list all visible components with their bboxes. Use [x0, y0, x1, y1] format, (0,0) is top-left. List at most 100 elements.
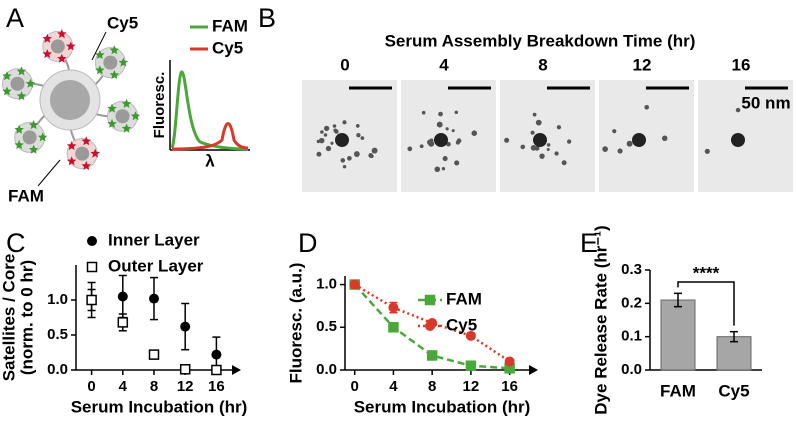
x-axis-label: Serum Incubation (hr)	[354, 397, 531, 416]
tem-core	[731, 133, 745, 147]
legend-text: FAM	[446, 289, 482, 308]
tem-satellite	[360, 136, 365, 140]
significance-label: ****	[693, 263, 720, 282]
spectrum-cy5	[171, 122, 249, 151]
dye-star	[25, 78, 36, 88]
tem-satellite	[471, 130, 478, 136]
y-axis-label: Satellites / Core	[0, 254, 18, 382]
marker	[211, 349, 222, 360]
tem-satellite	[342, 164, 347, 169]
tem-satellite	[546, 148, 550, 152]
spectrum-ylabel: Fluoresc.	[151, 72, 168, 139]
tem-satellite	[617, 148, 623, 154]
tem-satellite	[561, 160, 567, 166]
dye-star	[121, 98, 132, 108]
time-label: 12	[633, 55, 652, 74]
dye-star	[57, 53, 67, 63]
x-axis-arrow	[529, 365, 538, 375]
tem-satellite	[546, 143, 551, 147]
satellite-core	[10, 76, 25, 91]
y-tick-label: 0.3	[621, 261, 642, 278]
tem-satellite	[445, 127, 449, 131]
legend-text: Cy5	[212, 38, 243, 57]
tem-satellite	[353, 151, 360, 157]
tem-image	[500, 80, 595, 192]
legend-text: Outer Layer	[108, 256, 204, 275]
tem-image	[401, 80, 496, 192]
dye-star	[14, 124, 24, 134]
y-tick-label: 0.1	[621, 328, 642, 345]
legend-marker	[425, 321, 435, 331]
tem-satellite	[429, 138, 434, 143]
dye-star	[2, 86, 12, 96]
tem-satellite	[454, 110, 459, 115]
x-tick-label: 12	[177, 378, 194, 395]
legend-marker	[86, 261, 98, 273]
tem-satellite	[371, 147, 378, 154]
tem-satellite	[454, 160, 460, 166]
dye-star	[28, 120, 39, 130]
tem-satellite	[421, 110, 426, 115]
y-tick-label: 0.2	[621, 294, 642, 311]
tem-satellite	[566, 139, 572, 144]
core	[50, 80, 90, 120]
tem-satellite	[355, 124, 360, 128]
x-tick-label: Cy5	[718, 381, 749, 400]
tem-core	[533, 133, 547, 147]
marker	[388, 322, 399, 333]
tem-satellite	[456, 138, 462, 144]
dye-star	[109, 70, 120, 79]
tem-satellite	[704, 148, 710, 154]
x-tick-label: 0	[87, 378, 95, 395]
tem-satellite	[369, 154, 374, 159]
tem-satellite	[554, 151, 559, 156]
legend-text: Inner Layer	[108, 230, 200, 249]
tem-satellite	[318, 137, 325, 144]
tem-satellite	[556, 125, 562, 130]
dye-star	[2, 71, 12, 81]
tem-satellite	[325, 145, 332, 152]
y-axis-label: (norm. to 0 hr)	[17, 260, 36, 375]
bar	[660, 299, 696, 371]
satellite-core	[50, 39, 65, 54]
y-tick-label: 1.0	[316, 276, 337, 293]
satellite-core	[22, 130, 37, 145]
panel-b-title: Serum Assembly Breakdown Time (hr)	[385, 31, 696, 50]
dye-star	[95, 65, 105, 75]
tem-satellite	[612, 129, 617, 134]
x-tick-label: 8	[428, 378, 436, 395]
dye-star	[109, 45, 120, 55]
dye-star	[42, 33, 52, 43]
significance-bracket	[677, 281, 735, 326]
legend-marker	[87, 236, 97, 246]
dye-star	[121, 123, 132, 133]
spectrum-fam	[170, 70, 249, 151]
legend-text: FAM	[212, 16, 248, 35]
tem-core	[632, 133, 646, 147]
tem-satellite	[333, 128, 338, 133]
tem-core	[335, 133, 349, 147]
cy5-label: Cy5	[107, 13, 138, 32]
dye-star	[42, 49, 52, 59]
x-tick-label: 12	[463, 378, 480, 395]
dye-star	[66, 141, 77, 150]
tem-satellite	[438, 111, 443, 117]
tem-satellite	[441, 167, 446, 171]
y-axis-label: Dye Release Rate (hr⁻¹)	[591, 225, 610, 414]
dye-star	[37, 132, 48, 142]
marker	[349, 279, 360, 290]
dye-star	[130, 111, 141, 121]
panel-letter: C	[6, 228, 26, 258]
tem-satellite	[644, 104, 650, 110]
dye-star	[90, 148, 100, 158]
tem-satellite	[320, 130, 324, 134]
marker	[388, 302, 399, 313]
tem-core	[434, 133, 448, 147]
tem-satellite	[534, 145, 540, 151]
marker	[179, 364, 191, 375]
x-tick-label: FAM	[660, 381, 696, 400]
tem-satellite	[626, 140, 633, 147]
x-tick-label: 8	[150, 378, 158, 395]
marker	[465, 360, 477, 371]
